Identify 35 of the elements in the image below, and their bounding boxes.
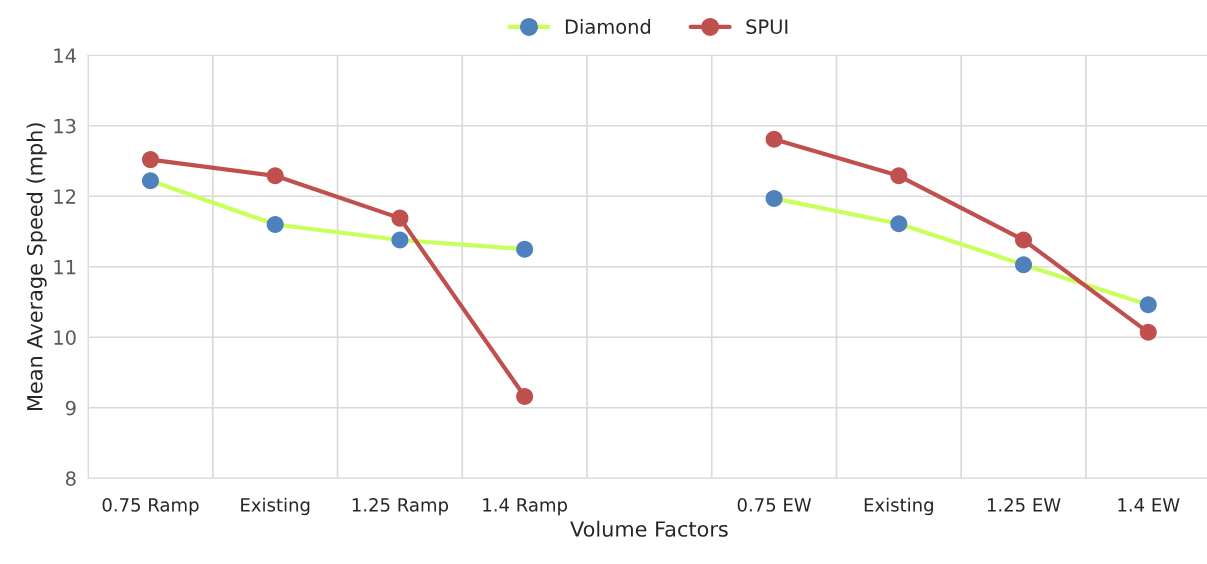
y-tick-label: 9	[65, 400, 76, 416]
y-tick-label: 13	[54, 118, 76, 134]
x-tick-label: 0.75 EW	[737, 498, 812, 512]
x-tick-label: 1.4 EW	[1118, 498, 1180, 512]
x-axis-title: Volume Factors	[570, 520, 728, 537]
y-tick-label: 12	[54, 189, 76, 204]
x-tick-label: 0.75 Ramp	[102, 498, 199, 516]
x-tick-label: Existing	[864, 497, 933, 516]
point	[516, 387, 534, 405]
x-tick-label: 1.25 Ramp	[352, 498, 449, 516]
point	[1139, 323, 1157, 341]
x-tick-label: Existing	[241, 497, 310, 516]
point	[1015, 256, 1033, 274]
point	[391, 209, 409, 227]
x-tick-label: 1.4 Ramp	[483, 498, 568, 516]
point	[266, 167, 284, 185]
point	[266, 215, 284, 233]
point	[516, 240, 534, 258]
point	[1015, 231, 1033, 249]
point	[765, 189, 783, 207]
point	[141, 172, 159, 190]
y-tick-label: 10	[54, 330, 76, 345]
legend-label: Diamond	[565, 18, 651, 34]
y-tick-label: 11	[54, 259, 76, 275]
x-tick-label: 1.25 EW	[987, 498, 1061, 512]
point	[1139, 296, 1157, 314]
point	[890, 215, 908, 233]
point	[890, 167, 908, 185]
point	[391, 231, 409, 249]
point	[765, 130, 783, 148]
y-tick-label: 14	[54, 48, 76, 63]
legend-label: SPUI	[746, 19, 788, 34]
point	[141, 151, 159, 169]
y-axis-title: Mean Average Speed (mph)	[26, 123, 47, 410]
y-tick-label: 8	[65, 471, 76, 486]
